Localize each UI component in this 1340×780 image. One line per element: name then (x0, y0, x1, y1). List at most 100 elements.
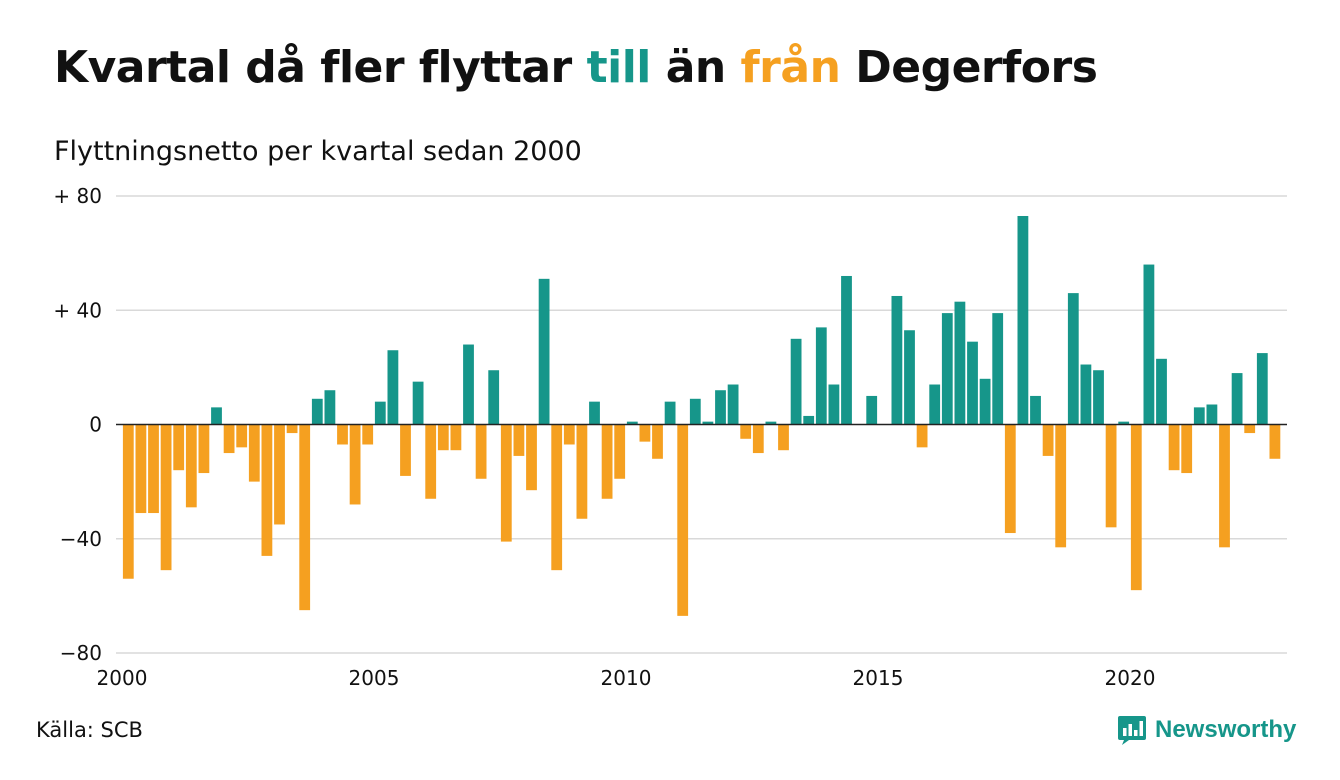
x-tick-label: 2020 (1105, 666, 1156, 690)
y-axis: + 80 + 40 0 −40 −80 (53, 184, 102, 665)
bar (992, 313, 1004, 425)
x-axis: 2000 2005 2010 2015 2020 (97, 423, 1287, 690)
bar (349, 424, 361, 505)
bar (475, 424, 487, 479)
chart-title: Kvartal då fler flyttar till än från Deg… (54, 42, 1098, 93)
bar (1042, 424, 1054, 456)
bar (929, 384, 941, 425)
bar (261, 424, 273, 556)
bar (589, 401, 600, 425)
bar (425, 424, 437, 499)
bar (286, 424, 298, 434)
bar-chart: + 80 + 40 0 −40 −80 2000 2005 2010 2015 2020 (53, 184, 1287, 690)
bar (790, 338, 802, 425)
bar (866, 395, 878, 425)
bar (488, 370, 500, 425)
bar (551, 424, 563, 571)
bar (752, 424, 764, 454)
bar (311, 398, 323, 425)
bar (652, 424, 663, 459)
bar (223, 424, 235, 454)
bar (526, 424, 537, 491)
bar (1256, 353, 1268, 425)
y-tick-label: −40 (60, 527, 102, 551)
bar (1067, 293, 1079, 425)
bar (715, 390, 726, 425)
bar (727, 384, 739, 425)
bar (740, 424, 752, 439)
bar (513, 424, 525, 456)
bar (954, 301, 966, 425)
y-tick-label: 0 (89, 413, 102, 437)
bar (463, 344, 474, 425)
brand-logo: Newsworthy (1117, 714, 1296, 746)
bar (828, 384, 840, 425)
bar (148, 424, 159, 514)
x-tick-label: 2015 (853, 666, 904, 690)
bar (1219, 424, 1230, 548)
x-tick-label: 2000 (97, 666, 148, 690)
title-part1: Kvartal då fler flyttar (54, 42, 572, 93)
bar (185, 424, 197, 508)
bar (1143, 264, 1155, 425)
bar (677, 424, 689, 616)
grid-lines (116, 195, 1287, 654)
bar (967, 341, 978, 425)
bar (1130, 424, 1142, 591)
bar (1080, 364, 1092, 425)
bar (122, 424, 134, 579)
brand-name: Newsworthy (1155, 716, 1297, 743)
bar (538, 278, 550, 425)
bar (664, 401, 676, 425)
bar (803, 415, 815, 425)
title-in-word: till (586, 42, 652, 93)
bar (1093, 370, 1104, 425)
bar (412, 381, 424, 425)
newsworthy-logo-icon (1118, 716, 1146, 745)
bar (639, 424, 651, 442)
bar (614, 424, 626, 479)
bar (324, 390, 336, 425)
y-tick-label: + 40 (53, 298, 102, 322)
bar (1004, 424, 1016, 534)
bar (1269, 424, 1281, 459)
bar (198, 424, 210, 474)
title-out-word: från (740, 42, 841, 93)
bar (274, 424, 285, 525)
bar (299, 424, 311, 611)
bar (248, 424, 260, 482)
bar (1181, 424, 1193, 474)
bar (236, 424, 248, 448)
bar (601, 424, 613, 499)
bar (563, 424, 575, 445)
bar (626, 421, 638, 425)
bar (1118, 421, 1130, 425)
bar (841, 275, 852, 425)
bar (400, 424, 411, 476)
title-middle: än (665, 42, 727, 93)
bar (941, 313, 953, 425)
bar (702, 421, 714, 425)
bar (765, 421, 777, 425)
bar (1156, 358, 1167, 425)
bar (160, 424, 172, 571)
bar (1168, 424, 1180, 471)
bar (891, 295, 903, 425)
bar (689, 398, 701, 425)
bar (904, 330, 915, 425)
bar (778, 424, 789, 451)
bar (211, 407, 222, 425)
bar (576, 424, 588, 519)
bar (1193, 407, 1205, 425)
bar (1105, 424, 1117, 528)
title-part2: Degerfors (855, 42, 1098, 93)
bar (1231, 373, 1243, 425)
bar (450, 424, 462, 451)
source-note: Källa: SCB (36, 718, 143, 742)
bars (122, 215, 1281, 616)
bar (437, 424, 449, 451)
bar (1055, 424, 1067, 548)
bar (1030, 395, 1041, 425)
bar (374, 401, 386, 425)
bar (362, 424, 374, 445)
